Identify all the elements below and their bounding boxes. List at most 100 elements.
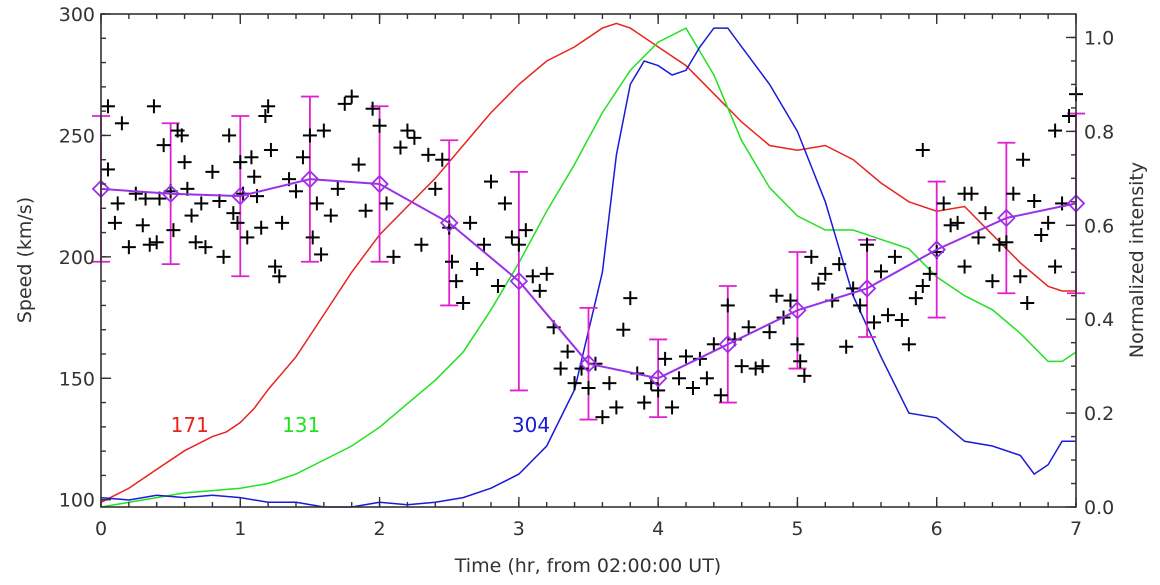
y2-tick-label: 0.2 (1084, 403, 1114, 425)
speed-point (421, 147, 436, 162)
speed-point (950, 215, 965, 230)
speed-point (100, 162, 115, 177)
speed-point (797, 368, 812, 383)
speed-point (915, 143, 930, 157)
speed-point (679, 349, 693, 364)
speed-point (107, 215, 122, 230)
y2-tick-label: 0.8 (1084, 121, 1114, 143)
speed-point (174, 128, 189, 143)
speed-point (309, 196, 324, 211)
speed-point (233, 155, 248, 170)
speed-point (407, 130, 422, 145)
speed-point (978, 206, 993, 221)
speed-point (289, 184, 303, 199)
speed-point (741, 320, 756, 335)
speed-point (908, 291, 923, 306)
speed-point (275, 215, 290, 230)
speed-point (198, 240, 213, 255)
speed-point (880, 308, 895, 323)
speed-point (874, 264, 888, 279)
speed-point (616, 322, 631, 337)
speed-point (194, 196, 209, 211)
speed-point (734, 359, 749, 374)
speed-point (1062, 109, 1077, 123)
speed-point (230, 215, 245, 230)
speed-point (658, 351, 673, 366)
speed-point (372, 118, 387, 133)
speed-point (188, 235, 203, 250)
speed-point (247, 169, 262, 184)
mean-speed-marker (439, 213, 459, 233)
speed-point (832, 257, 847, 272)
mean-speed-marker (161, 184, 180, 203)
speed-points (100, 87, 1083, 425)
mean-speed-line (100, 178, 1077, 380)
x-tick-label: 0 (95, 518, 107, 540)
speed-point (999, 235, 1014, 250)
speed-point (985, 274, 1000, 289)
x-tick-label: 6 (931, 518, 943, 540)
speed-point (302, 128, 317, 143)
speed-point (435, 152, 450, 167)
speed-point (560, 344, 575, 359)
speed-point (128, 186, 143, 201)
speed-point (894, 313, 909, 327)
speed-point (936, 196, 951, 211)
speed-point (804, 249, 819, 264)
speed-point (581, 381, 596, 395)
mean-speed-marker (997, 208, 1016, 228)
speed-point (393, 140, 408, 155)
speed-point (609, 400, 624, 415)
speed-point (114, 116, 129, 131)
speed-point (272, 269, 287, 284)
speed-point (567, 376, 582, 391)
speed-point (957, 186, 972, 201)
speed-point (525, 269, 540, 284)
speed-point (149, 235, 164, 250)
speed-point (330, 181, 345, 196)
speed-point (456, 296, 471, 310)
speed-point (811, 276, 826, 291)
mean-speed-marker (579, 354, 598, 373)
speed-point (142, 237, 157, 252)
speed-point (915, 279, 930, 293)
speed-point (755, 359, 770, 374)
speed-point (665, 400, 680, 415)
speed-point (539, 266, 554, 281)
speed-point (184, 208, 199, 223)
speed-point (477, 237, 492, 252)
x-tick-label: 5 (791, 518, 803, 540)
speed-point (337, 96, 352, 111)
speed-point (314, 247, 329, 262)
y-tick-label: 100 (59, 490, 95, 512)
x-tick-label: 4 (652, 518, 664, 540)
mean-speed-marker (788, 301, 807, 320)
speed-point (414, 237, 429, 252)
speed-point (386, 249, 401, 264)
intensity-curves (100, 22, 1077, 508)
speed-point (261, 99, 276, 114)
mean-speed-marker (509, 271, 529, 291)
y-axis-ticks: 100 150 200 250 300 (59, 4, 111, 512)
speed-point (205, 164, 220, 179)
speed-point (254, 220, 269, 235)
speed-point (484, 174, 498, 189)
mean-speed-marker (718, 335, 738, 354)
speed-point (463, 215, 478, 230)
speed-point (602, 376, 617, 391)
speed-point (497, 196, 512, 211)
speed-point (226, 206, 241, 221)
speed-point (793, 354, 808, 369)
speed-point (720, 298, 735, 313)
speed-point (121, 240, 136, 255)
curve-label-304: 304 (512, 413, 550, 437)
y-tick-label: 300 (59, 4, 95, 26)
speed-point (258, 109, 273, 123)
speed-point (216, 249, 231, 264)
speed-point (532, 283, 547, 298)
speed-point (790, 337, 805, 352)
speed-point (240, 230, 255, 245)
curve-171 (100, 22, 1076, 503)
y2-tick-label: 1.0 (1084, 27, 1114, 49)
